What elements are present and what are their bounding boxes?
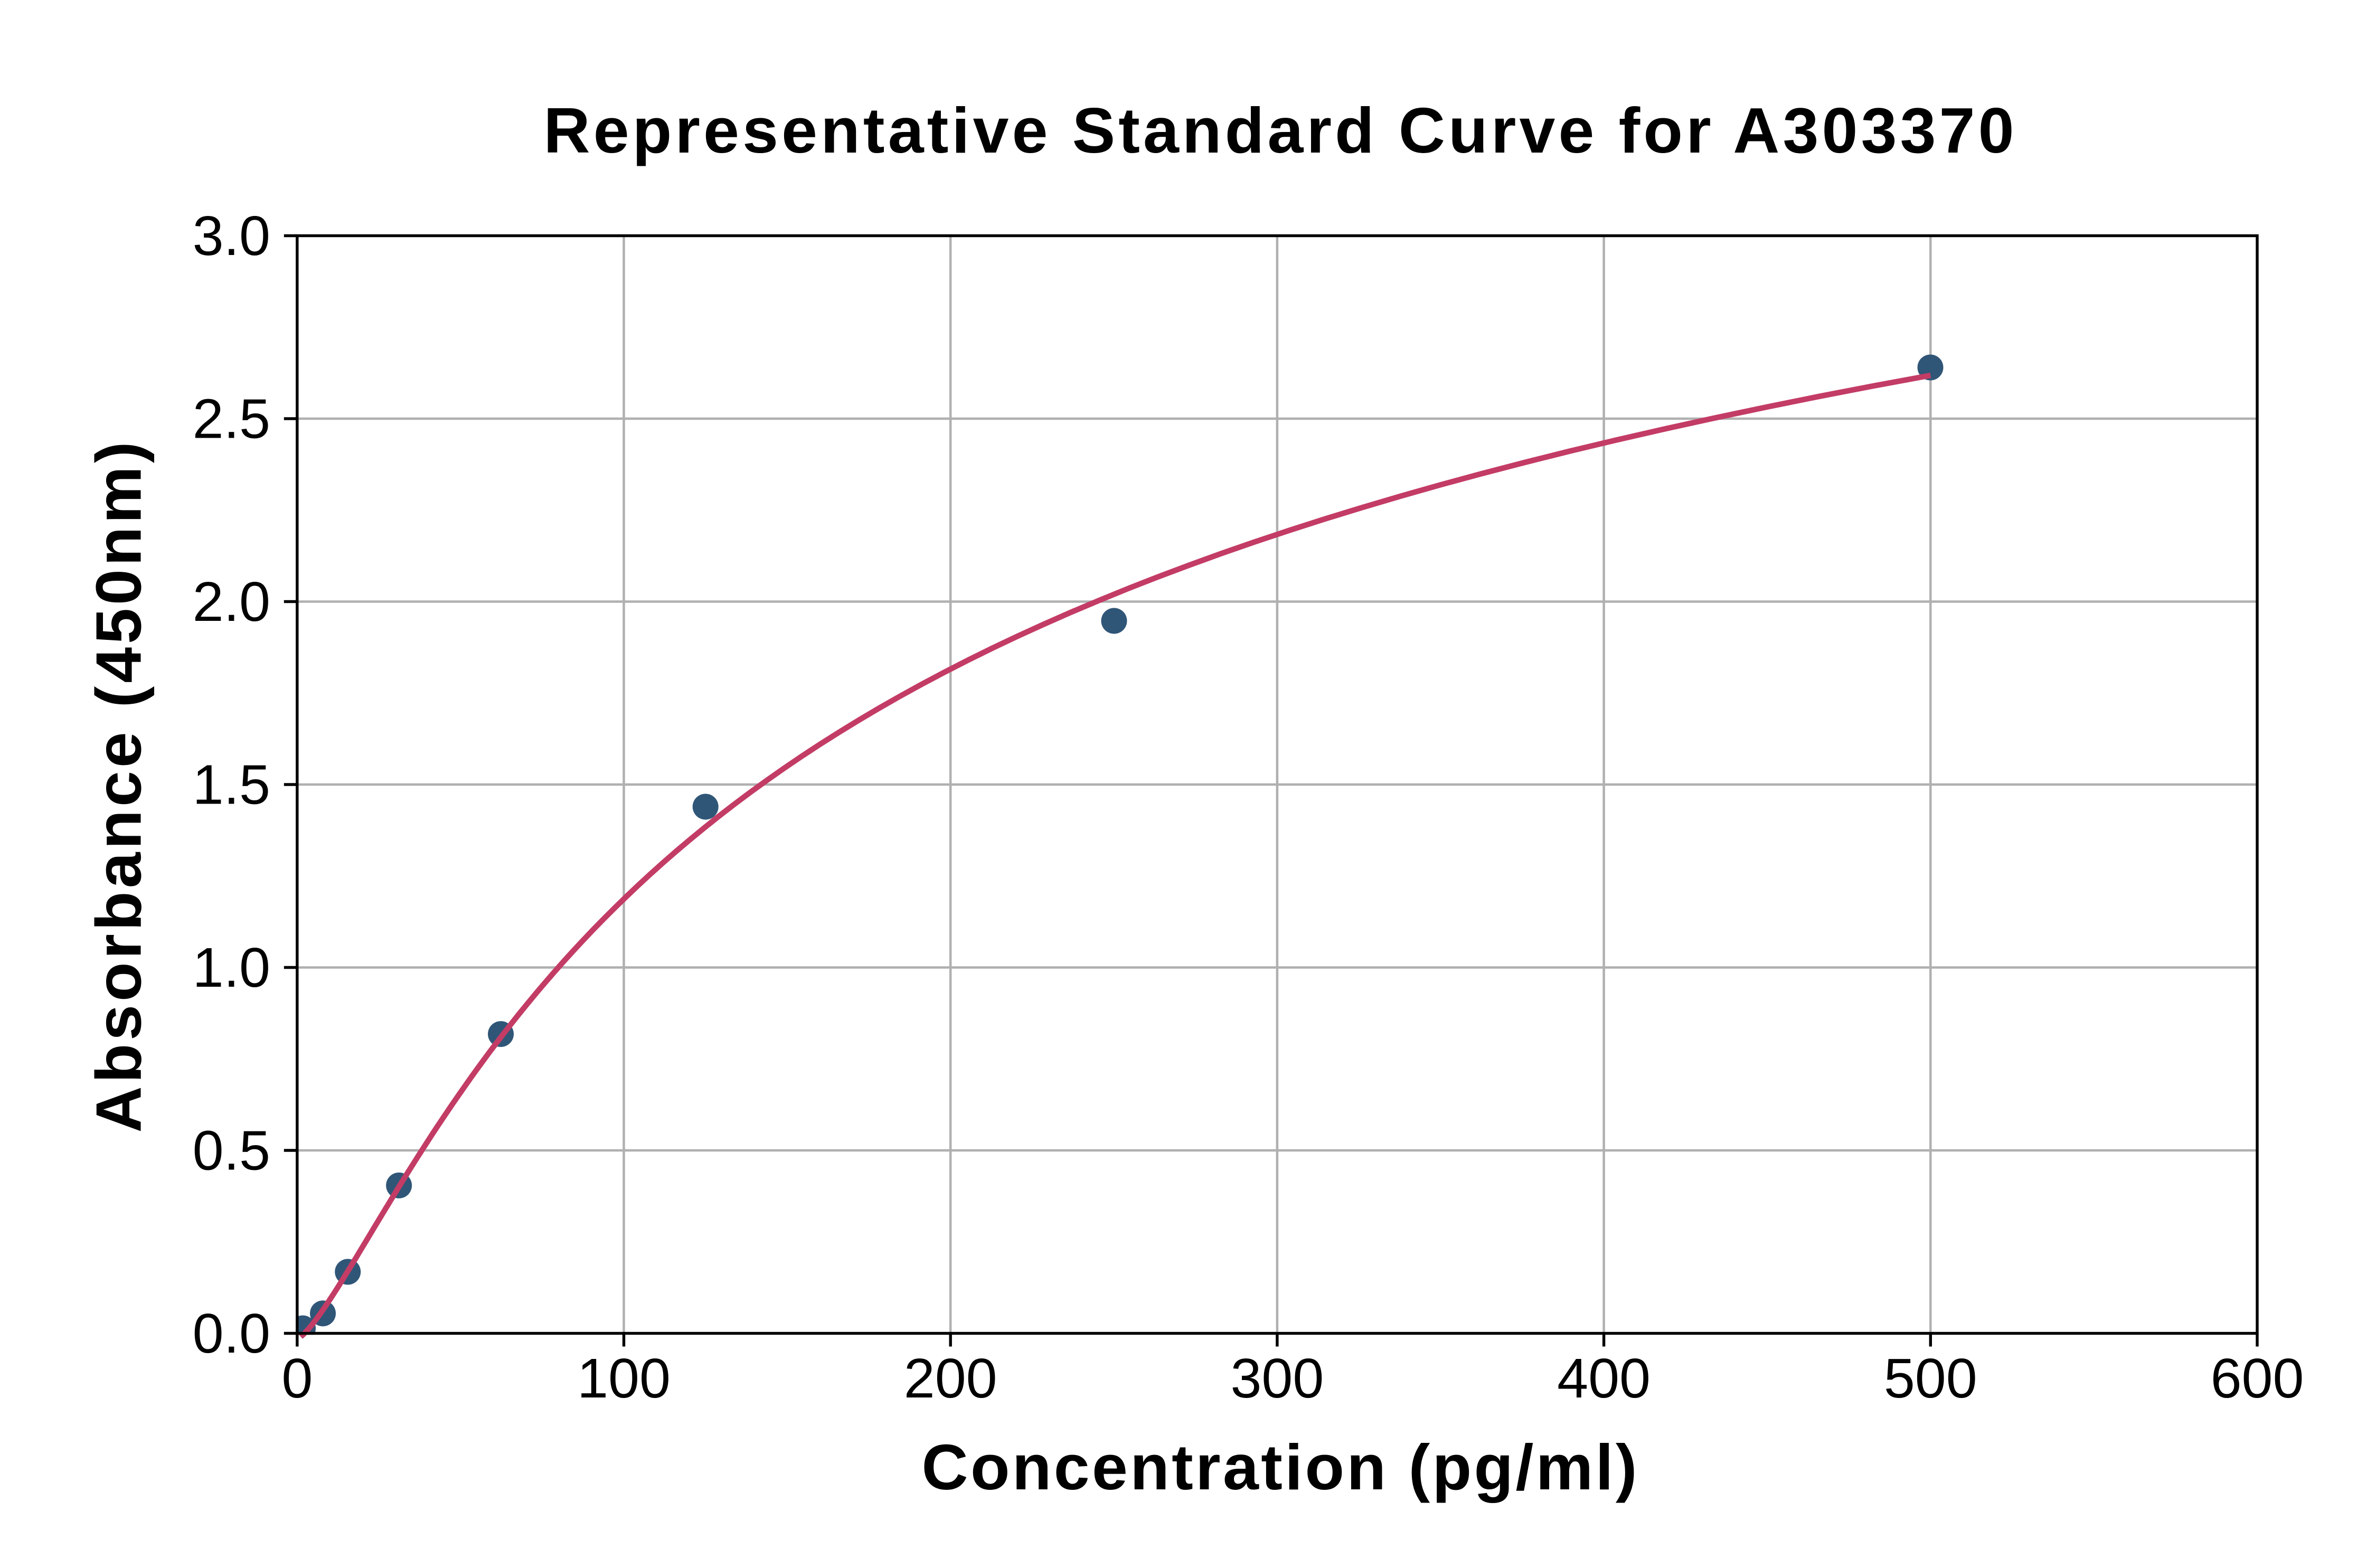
svg-text:Absorbance (450nm): Absorbance (450nm) bbox=[83, 442, 155, 1133]
svg-text:300: 300 bbox=[1230, 1347, 1324, 1410]
svg-text:1.5: 1.5 bbox=[193, 754, 270, 816]
svg-text:Concentration (pg/ml): Concentration (pg/ml) bbox=[922, 1431, 1637, 1503]
svg-text:2.0: 2.0 bbox=[193, 571, 270, 633]
svg-text:400: 400 bbox=[1557, 1347, 1651, 1410]
svg-text:100: 100 bbox=[577, 1347, 671, 1410]
svg-text:Representative Standard Curve: Representative Standard Curve for A30337… bbox=[544, 95, 2014, 166]
svg-text:0.0: 0.0 bbox=[193, 1302, 270, 1365]
svg-text:500: 500 bbox=[1884, 1347, 1977, 1410]
svg-text:1.0: 1.0 bbox=[193, 937, 270, 999]
svg-text:0: 0 bbox=[281, 1347, 313, 1410]
svg-text:600: 600 bbox=[2211, 1347, 2304, 1410]
svg-text:2.5: 2.5 bbox=[193, 388, 270, 450]
svg-text:200: 200 bbox=[904, 1347, 997, 1410]
svg-text:0.5: 0.5 bbox=[193, 1120, 270, 1182]
svg-text:3.0: 3.0 bbox=[193, 205, 270, 267]
